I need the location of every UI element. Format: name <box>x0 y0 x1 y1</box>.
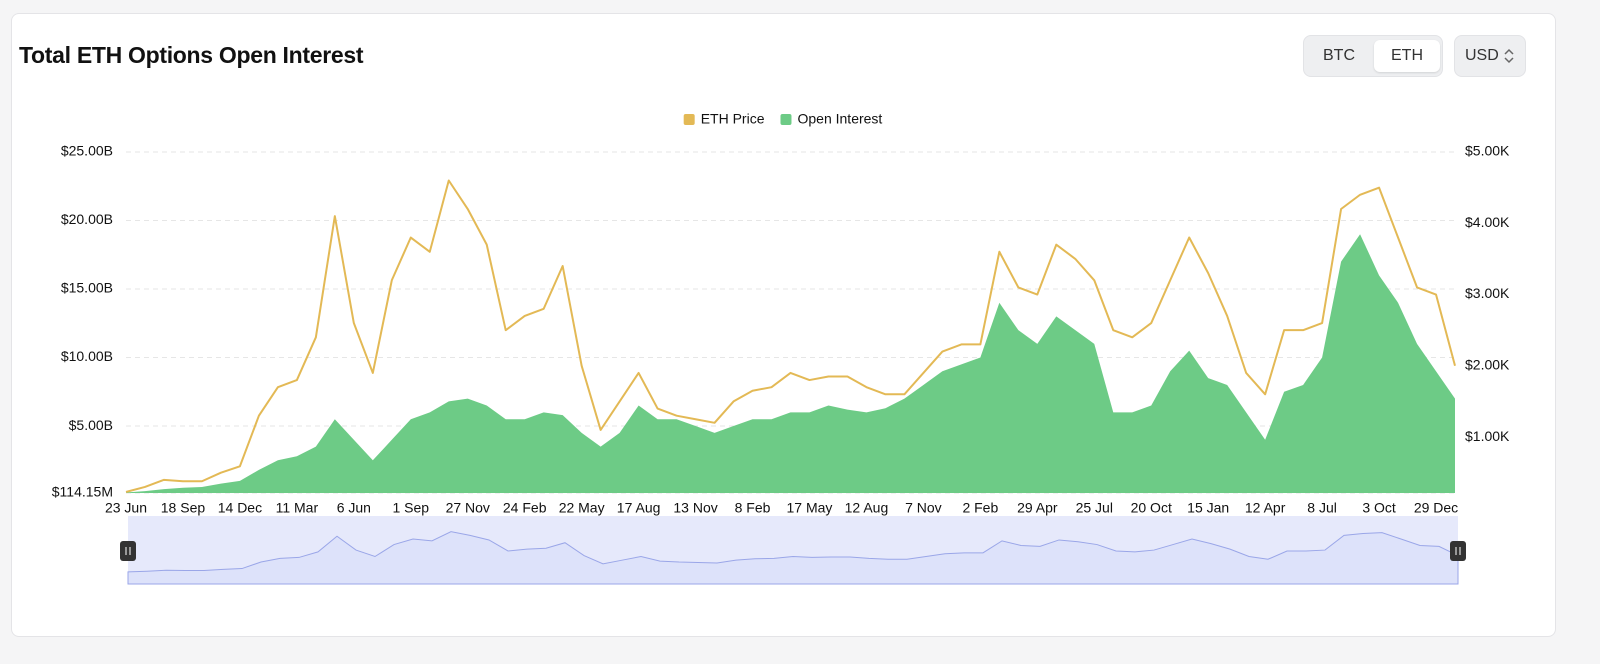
open-interest-area <box>126 234 1455 493</box>
legend-swatch <box>683 114 695 125</box>
navigator-handle[interactable] <box>120 541 136 561</box>
y-tick-label: $25.00B <box>61 143 113 159</box>
select-arrows <box>1504 48 1514 64</box>
x-tick-label: 29 Apr <box>1017 500 1058 516</box>
currency-select[interactable]: USD <box>1454 35 1526 77</box>
navigator-handle[interactable] <box>1450 541 1466 561</box>
x-tick-label: 1 Sep <box>392 500 429 516</box>
x-tick-label: 7 Nov <box>905 500 942 516</box>
legend-label: Open Interest <box>797 111 882 127</box>
y2-tick-label: $3.00K <box>1465 285 1510 301</box>
chart-title: Total ETH Options Open Interest <box>19 42 364 68</box>
x-tick-label: 29 Dec <box>1414 500 1458 516</box>
x-tick-label: 13 Nov <box>673 500 717 516</box>
x-tick-label: 17 May <box>787 500 833 516</box>
x-tick-label: 15 Jan <box>1187 500 1229 516</box>
x-tick-label: 8 Jul <box>1307 500 1337 516</box>
x-tick-label: 17 Aug <box>617 500 661 516</box>
y-tick-label: $114.15M <box>52 484 113 500</box>
y-tick-label: $10.00B <box>61 348 113 364</box>
tab-eth[interactable]: ETH <box>1374 40 1440 72</box>
x-tick-label: 2 Feb <box>962 500 998 516</box>
legend-item: Open Interest <box>780 111 882 127</box>
y-tick-label: $5.00B <box>69 417 113 433</box>
legend-swatch <box>780 114 792 125</box>
y-tick-label: $20.00B <box>61 211 113 227</box>
y2-tick-label: $2.00K <box>1465 356 1510 372</box>
y2-tick-label: $1.00K <box>1465 428 1510 444</box>
legend-label: ETH Price <box>701 111 765 127</box>
x-tick-label: 18 Sep <box>161 500 206 516</box>
x-tick-label: 22 May <box>559 500 605 516</box>
x-tick-label: 6 Jun <box>337 500 371 516</box>
x-tick-label: 3 Oct <box>1362 500 1396 516</box>
y2-tick-label: $5.00K <box>1465 143 1510 159</box>
x-tick-label: 25 Jul <box>1076 500 1113 516</box>
x-tick-label: 12 Apr <box>1245 500 1286 516</box>
x-tick-label: 8 Feb <box>735 500 771 516</box>
navigator-line <box>127 531 1459 585</box>
currency-label: USD <box>1465 47 1499 64</box>
price-line <box>125 179 1456 493</box>
handle-grip <box>125 547 131 555</box>
x-tick-label: 11 Mar <box>276 500 319 516</box>
y-tick-label: $15.00B <box>61 280 113 296</box>
y2-tick-label: $4.00K <box>1465 214 1510 230</box>
x-tick-label: 12 Aug <box>845 500 889 516</box>
x-tick-label: 27 Nov <box>446 500 490 516</box>
tab-btc[interactable]: BTC <box>1323 47 1355 64</box>
x-tick-label: 23 Jun <box>105 500 147 516</box>
handle-grip <box>1455 547 1461 555</box>
x-tick-label: 14 Dec <box>218 500 262 516</box>
legend-item: ETH Price <box>683 111 765 127</box>
x-tick-label: 20 Oct <box>1131 500 1172 516</box>
x-tick-label: 24 Feb <box>503 500 547 516</box>
tab-group: BTC ETH <box>1303 35 1443 77</box>
